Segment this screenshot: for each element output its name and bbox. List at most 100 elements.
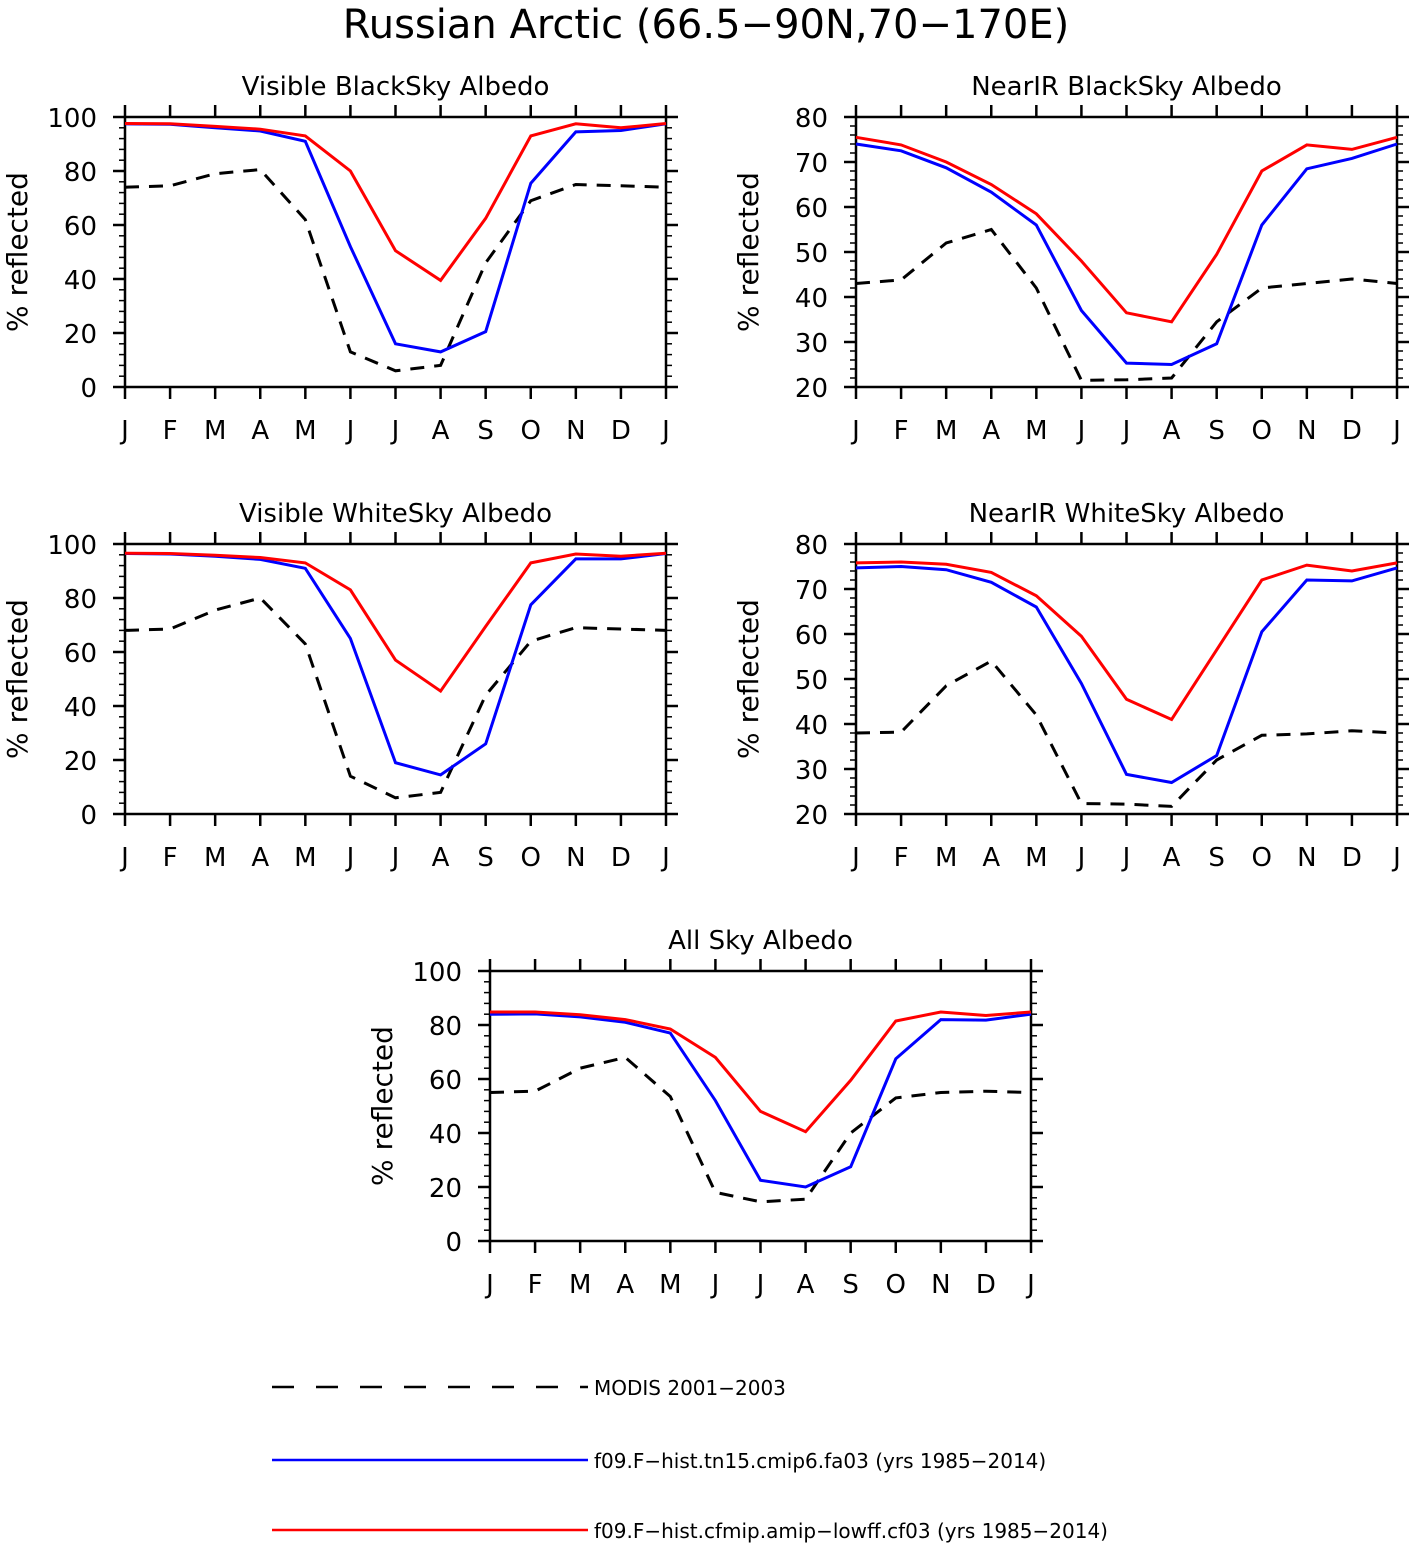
series-line-modis xyxy=(855,659,1398,808)
y-tick-label: 40 xyxy=(429,1120,462,1150)
y-tick-label: 70 xyxy=(795,576,828,606)
x-tick-label: A xyxy=(1163,416,1181,446)
y-tick-label: 20 xyxy=(795,374,828,404)
x-tick-label: A xyxy=(251,843,269,873)
series-line-model2 xyxy=(855,135,1398,324)
y-tick-label: 0 xyxy=(80,801,97,831)
x-tick-label: J xyxy=(1076,416,1086,446)
x-tick-label: D xyxy=(611,416,631,446)
y-tick-label: 70 xyxy=(795,149,828,179)
y-tick-label: 60 xyxy=(795,194,828,224)
y-tick-label: 20 xyxy=(795,801,828,831)
y-axis-label: % reflected xyxy=(366,1026,399,1186)
y-tick-label: 80 xyxy=(64,158,97,188)
x-tick-label: J xyxy=(850,416,860,446)
y-tick-label: 80 xyxy=(795,104,828,134)
y-tick-label: 60 xyxy=(795,621,828,651)
x-tick-label: D xyxy=(976,1270,996,1300)
y-tick-label: 50 xyxy=(795,666,828,696)
x-tick-label: J xyxy=(119,843,129,873)
y-tick-label: 100 xyxy=(47,531,97,561)
x-tick-label: J xyxy=(1391,843,1401,873)
x-tick-label: M xyxy=(1025,843,1047,873)
series-line-modis xyxy=(489,1055,1032,1204)
x-tick-label: J xyxy=(390,843,400,873)
series-line-modis xyxy=(855,227,1398,382)
x-tick-label: S xyxy=(477,416,494,446)
panel-title: NearIR BlackSky Albedo xyxy=(971,72,1282,102)
x-tick-label: M xyxy=(935,416,957,446)
y-tick-label: 20 xyxy=(64,320,97,350)
y-tick-label: 80 xyxy=(795,531,828,561)
panel-title: NearIR WhiteSky Albedo xyxy=(969,499,1285,529)
x-tick-label: A xyxy=(982,843,1000,873)
y-axis-label: % reflected xyxy=(732,599,765,759)
x-tick-label: O xyxy=(521,416,541,446)
x-tick-label: O xyxy=(886,1270,906,1300)
x-tick-label: J xyxy=(850,843,860,873)
x-tick-label: A xyxy=(432,416,450,446)
series-line-model1 xyxy=(855,564,1398,785)
y-tick-label: 40 xyxy=(795,711,828,741)
x-tick-label: M xyxy=(659,1270,681,1300)
panel-title: Visible WhiteSky Albedo xyxy=(239,499,552,529)
y-tick-label: 80 xyxy=(429,1012,462,1042)
x-tick-label: J xyxy=(390,416,400,446)
y-tick-label: 40 xyxy=(795,284,828,314)
x-tick-label: A xyxy=(432,843,450,873)
y-tick-label: 60 xyxy=(429,1066,462,1096)
x-tick-label: M xyxy=(294,843,316,873)
x-tick-label: F xyxy=(163,843,178,873)
x-tick-label: J xyxy=(1025,1270,1035,1300)
x-tick-label: A xyxy=(797,1270,815,1300)
y-tick-label: 0 xyxy=(445,1228,462,1258)
y-axis-label: % reflected xyxy=(1,172,34,332)
x-tick-label: A xyxy=(616,1270,634,1300)
y-tick-label: 100 xyxy=(47,104,97,134)
series-line-model2 xyxy=(855,560,1398,722)
x-tick-label: M xyxy=(569,1270,591,1300)
x-tick-label: J xyxy=(484,1270,494,1300)
series-line-model1 xyxy=(124,552,667,777)
x-tick-label: F xyxy=(163,416,178,446)
y-tick-label: 60 xyxy=(64,639,97,669)
series-line-model1 xyxy=(489,1012,1032,1189)
x-tick-label: N xyxy=(1297,416,1316,446)
x-tick-label: F xyxy=(528,1270,543,1300)
series-line-model1 xyxy=(855,142,1398,367)
x-tick-label: J xyxy=(660,416,670,446)
x-tick-label: M xyxy=(204,843,226,873)
x-tick-label: S xyxy=(842,1270,859,1300)
x-tick-label: N xyxy=(1297,843,1316,873)
y-tick-label: 50 xyxy=(795,239,828,269)
y-tick-label: 80 xyxy=(64,585,97,615)
series-line-model2 xyxy=(124,551,667,694)
plot-frame xyxy=(123,542,668,816)
x-tick-label: A xyxy=(251,416,269,446)
x-tick-label: A xyxy=(982,416,1000,446)
y-tick-label: 30 xyxy=(795,756,828,786)
series-line-modis xyxy=(124,168,667,373)
x-tick-label: O xyxy=(1252,843,1272,873)
y-tick-label: 20 xyxy=(64,747,97,777)
x-tick-label: J xyxy=(755,1270,765,1300)
x-tick-label: J xyxy=(345,843,355,873)
x-tick-label: J xyxy=(710,1270,720,1300)
panel-title: All Sky Albedo xyxy=(668,926,853,956)
x-tick-label: J xyxy=(119,416,129,446)
y-tick-label: 40 xyxy=(64,693,97,723)
y-axis-label: % reflected xyxy=(1,599,34,759)
x-tick-label: J xyxy=(1391,416,1401,446)
x-tick-label: O xyxy=(521,843,541,873)
x-tick-label: J xyxy=(1076,843,1086,873)
y-tick-label: 100 xyxy=(412,958,462,988)
series-line-model1 xyxy=(124,122,667,354)
legend-label-model1: f09.F−hist.tn15.cmip6.fa03 (yrs 1985−201… xyxy=(594,1449,1046,1473)
x-tick-label: N xyxy=(931,1270,950,1300)
y-tick-label: 40 xyxy=(64,266,97,296)
